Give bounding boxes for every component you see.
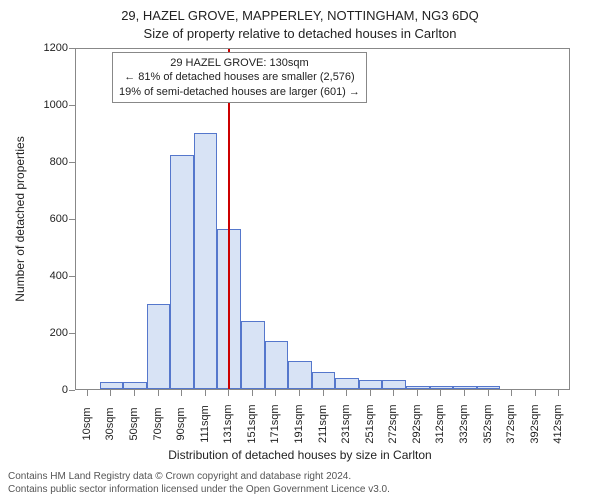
- chart-title-main: 29, HAZEL GROVE, MAPPERLEY, NOTTINGHAM, …: [0, 8, 600, 23]
- x-tick-label: 111sqm: [199, 405, 211, 443]
- x-tick-label: 292sqm: [411, 404, 423, 443]
- x-tick-mark: [346, 390, 347, 396]
- x-tick-label: 171sqm: [269, 404, 281, 443]
- x-tick-mark: [370, 390, 371, 396]
- bar: [241, 321, 265, 389]
- x-tick-mark: [252, 390, 253, 396]
- bar: [265, 341, 289, 389]
- y-tick-label: 0: [0, 384, 68, 396]
- x-tick-mark: [87, 390, 88, 396]
- x-tick-mark: [323, 390, 324, 396]
- x-tick-mark: [134, 390, 135, 396]
- x-tick-mark: [488, 390, 489, 396]
- x-tick-label: 70sqm: [152, 407, 164, 440]
- annotation-line1: 29 HAZEL GROVE: 130sqm: [119, 56, 360, 70]
- x-tick-mark: [205, 390, 206, 396]
- x-tick-label: 272sqm: [387, 404, 399, 443]
- x-tick-label: 332sqm: [458, 404, 470, 443]
- x-tick-label: 151sqm: [246, 404, 258, 443]
- y-tick-label: 400: [0, 270, 68, 282]
- x-tick-label: 10sqm: [81, 407, 93, 440]
- x-tick-label: 312sqm: [434, 404, 446, 443]
- bar: [359, 380, 383, 389]
- y-tick-mark: [69, 390, 75, 391]
- bar: [312, 372, 336, 389]
- bar: [147, 304, 171, 390]
- x-tick-label: 251sqm: [364, 404, 376, 443]
- bar: [288, 361, 312, 390]
- bar: [406, 386, 430, 389]
- bar: [335, 378, 359, 389]
- x-tick-mark: [181, 390, 182, 396]
- annotation-line3: 19% of semi-detached houses are larger (…: [119, 85, 360, 99]
- y-tick-label: 800: [0, 156, 68, 168]
- x-tick-mark: [299, 390, 300, 396]
- bar: [194, 133, 218, 390]
- x-tick-mark: [393, 390, 394, 396]
- x-tick-label: 352sqm: [482, 404, 494, 443]
- y-tick-label: 1200: [0, 42, 68, 54]
- x-tick-label: 392sqm: [529, 404, 541, 443]
- x-tick-mark: [535, 390, 536, 396]
- x-tick-label: 131sqm: [222, 404, 234, 443]
- x-tick-label: 50sqm: [128, 407, 140, 440]
- annotation-line2: ← 81% of detached houses are smaller (2,…: [119, 70, 360, 84]
- bar: [382, 380, 406, 389]
- bar: [430, 386, 454, 389]
- x-axis-label: Distribution of detached houses by size …: [0, 448, 600, 462]
- footer-line2: Contains public sector information licen…: [8, 483, 390, 496]
- x-tick-label: 372sqm: [505, 404, 517, 443]
- annotation-box: 29 HAZEL GROVE: 130sqm ← 81% of detached…: [112, 52, 367, 103]
- x-tick-mark: [558, 390, 559, 396]
- bar: [100, 382, 124, 389]
- x-tick-label: 231sqm: [340, 404, 352, 443]
- x-tick-mark: [110, 390, 111, 396]
- x-tick-label: 211sqm: [317, 405, 329, 443]
- x-tick-mark: [464, 390, 465, 396]
- chart-title-sub: Size of property relative to detached ho…: [0, 26, 600, 41]
- x-tick-mark: [158, 390, 159, 396]
- x-tick-mark: [440, 390, 441, 396]
- bar: [170, 155, 194, 389]
- x-tick-mark: [511, 390, 512, 396]
- x-tick-mark: [275, 390, 276, 396]
- x-tick-label: 412sqm: [552, 404, 564, 443]
- y-tick-label: 600: [0, 213, 68, 225]
- y-tick-label: 1000: [0, 99, 68, 111]
- plot-area: 29 HAZEL GROVE: 130sqm ← 81% of detached…: [75, 48, 570, 390]
- bar: [477, 386, 501, 389]
- footer: Contains HM Land Registry data © Crown c…: [8, 470, 390, 496]
- x-tick-mark: [228, 390, 229, 396]
- bar: [453, 386, 477, 389]
- x-tick-label: 30sqm: [104, 407, 116, 440]
- x-tick-label: 90sqm: [175, 407, 187, 440]
- x-tick-label: 191sqm: [293, 404, 305, 443]
- bar: [123, 382, 147, 389]
- x-tick-mark: [417, 390, 418, 396]
- footer-line1: Contains HM Land Registry data © Crown c…: [8, 470, 390, 483]
- y-tick-label: 200: [0, 327, 68, 339]
